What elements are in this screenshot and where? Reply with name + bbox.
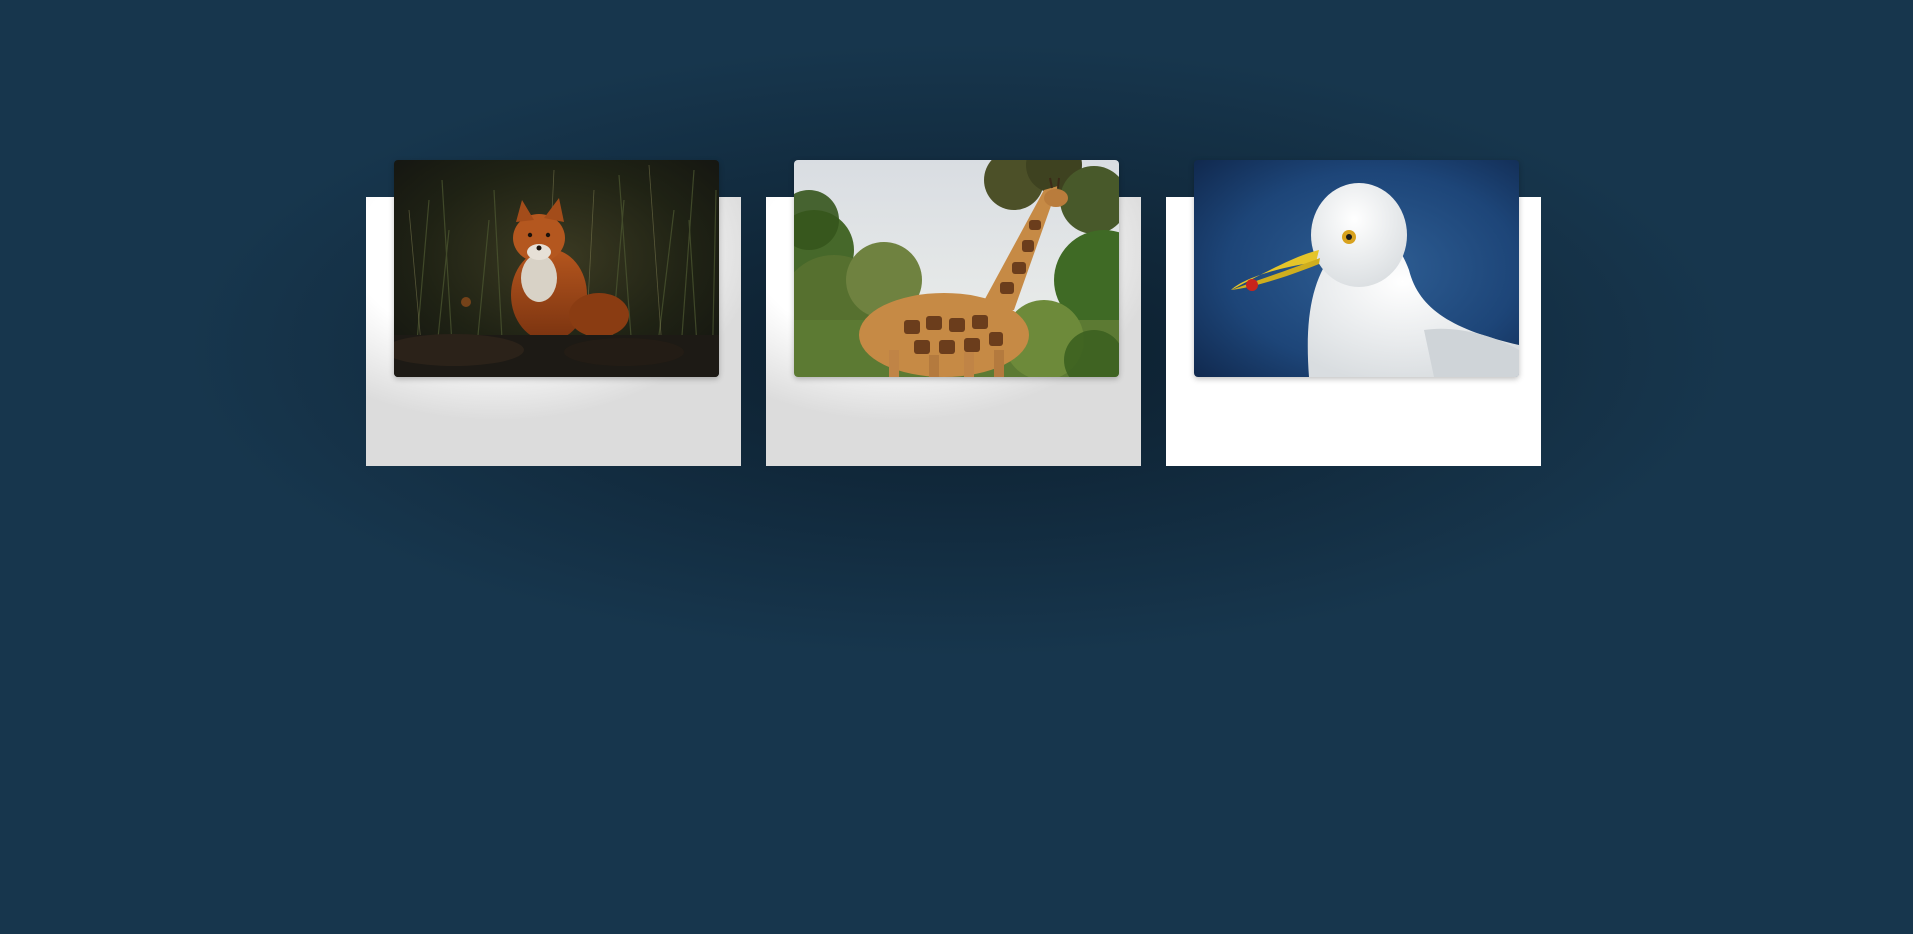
seagull-photo[interactable] [1194, 160, 1519, 377]
fox-photo[interactable] [394, 160, 719, 377]
gallery-card-fox[interactable] [366, 160, 741, 466]
gallery-card-giraffe[interactable] [766, 160, 1141, 466]
giraffe-photo[interactable] [794, 160, 1119, 377]
gallery-card-seagull[interactable] [1166, 160, 1541, 466]
